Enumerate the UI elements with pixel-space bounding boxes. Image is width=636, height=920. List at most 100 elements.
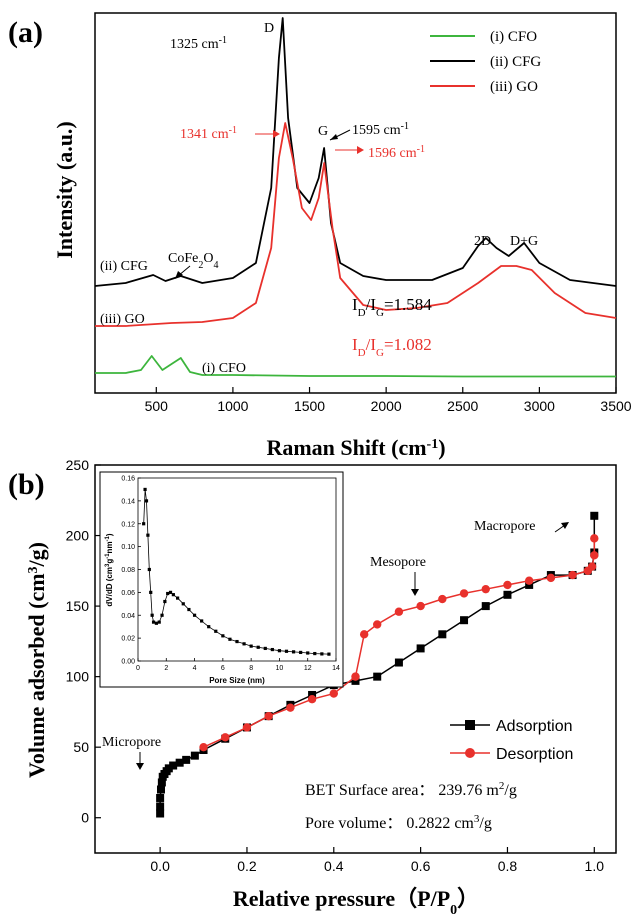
desorption-point	[459, 589, 469, 598]
panel-b-y-tick-label: 0	[81, 810, 89, 826]
inset-x-tick-label: 10	[276, 665, 284, 672]
desorption-point	[481, 584, 490, 594]
peak-1596-label: 1596 cm-1	[368, 144, 425, 162]
inset-point	[163, 599, 167, 604]
inset-point	[235, 639, 239, 644]
adsorption-point	[156, 793, 165, 802]
legend-label-adsorption: Adsorption	[496, 718, 573, 735]
inset-y-tick-label: 0.10	[121, 544, 135, 551]
series-line-go	[95, 122, 617, 327]
mesopore-label: Mesopore	[370, 555, 426, 570]
mesopore-arrowhead	[411, 589, 419, 596]
inset-point	[306, 651, 310, 655]
adsorption-point	[351, 676, 360, 685]
adsorption-point	[438, 630, 447, 639]
panel-a-x-tick-label: 1000	[217, 398, 248, 414]
panel-a-x-tick-label: 2500	[447, 398, 478, 414]
inset-x-tick-label: 4	[193, 665, 197, 672]
d-band-label: D	[264, 21, 274, 36]
inset-point	[168, 590, 173, 594]
panel-b-x-tick-label: 0.2	[237, 858, 257, 874]
adsorption-point	[164, 764, 173, 773]
desorption-point	[351, 672, 360, 681]
series-line-cfg	[94, 17, 617, 287]
desorption-point	[438, 594, 447, 604]
panel-a-x-tick-label: 500	[145, 398, 169, 414]
inset-x-tick-label: 12	[304, 665, 312, 672]
adsorption-point	[169, 761, 178, 770]
inset-x-tick-label: 14	[332, 665, 340, 672]
panel-a-y-axis-title: Intensity (a.u.)	[52, 121, 77, 259]
desorption-point	[359, 630, 369, 639]
dg-band-label: D+G	[510, 234, 538, 249]
peak-1341-label: 1341 cm-1	[180, 125, 237, 143]
inset-point	[143, 487, 147, 492]
inset-point	[144, 499, 149, 503]
desorption-point	[416, 601, 425, 611]
inset-y-tick-label: 0.06	[121, 590, 135, 597]
inset-point	[147, 567, 151, 572]
adsorption-point	[590, 511, 599, 520]
inset-ticks: 0 2 4 6 8 10 12 14 0.00 0.02 0.04 0.06 0.08 0.10 0.12 0…	[121, 476, 340, 673]
inset-point	[327, 652, 331, 656]
macropore-label: Macropore	[474, 519, 535, 534]
inset-x-tick-label: 6	[221, 665, 225, 672]
micropore-label: Micropore	[102, 735, 161, 750]
adsorption-point	[481, 602, 490, 611]
adsorption-point	[503, 590, 512, 599]
inset-point	[249, 644, 253, 648]
inset-x-tick-label: 2	[164, 665, 168, 672]
inset-point	[313, 651, 317, 656]
legend-label-desorption: Desorption	[496, 746, 573, 763]
legend-label-go: (iii) GO	[490, 79, 538, 95]
panel-a-legend: (i) CFO (ii) CFG (iii) GO	[430, 29, 541, 95]
peak-1325-label: 1325 cm-1	[170, 35, 227, 53]
inset-point	[176, 596, 180, 600]
inset-point	[160, 613, 164, 617]
legend-marker-desorption	[465, 748, 475, 758]
panel-b-series	[156, 511, 599, 818]
panel-b-plot-frame	[94, 464, 617, 854]
legend-label-cfg: (ii) CFG	[490, 54, 541, 70]
panel-a-series	[94, 17, 617, 378]
2d-band-label: 2D	[474, 234, 491, 249]
inset-y-tick-label: 0.12	[121, 521, 135, 528]
panel-b-y-tick-label: 200	[66, 528, 90, 544]
inset-point	[149, 590, 153, 594]
panel-a: (a) 500 1000 1500 2000 2500 3000 3500 Raman Sh…	[8, 12, 632, 460]
panel-a-x-axis-title: Raman Shift (cm-1)	[266, 435, 445, 460]
inset-y-tick-label: 0.16	[121, 476, 135, 483]
panel-b-x-tick-label: 0.0	[150, 858, 170, 874]
panel-b-y-tick-label: 150	[66, 598, 90, 614]
panel-a-x-tick-label: 3500	[600, 398, 631, 414]
inset-point	[320, 652, 324, 656]
inset-point	[200, 619, 204, 623]
desorption-point	[583, 566, 592, 576]
panel-b-x-tick-label: 1.0	[585, 858, 605, 874]
desorption-point	[221, 733, 230, 742]
peak-1341-arrowhead	[273, 130, 280, 138]
cofe2o4-arrowhead	[175, 271, 183, 279]
desorption-point	[307, 695, 317, 704]
inset-point	[154, 621, 158, 625]
adsorption-point	[525, 580, 534, 589]
cfo-side-label: (i) CFO	[202, 361, 246, 376]
desorption-point	[590, 551, 599, 560]
desorption-point	[394, 607, 404, 616]
inset-y-tick-label: 0.00	[121, 659, 135, 666]
peak-1595-arrowhead	[330, 134, 338, 140]
inset-point	[157, 620, 161, 624]
panel-b-y-tick-label: 250	[66, 457, 90, 473]
inset-point	[228, 637, 232, 641]
go-side-label: (iii) GO	[100, 312, 145, 327]
inset-series	[142, 487, 331, 656]
inset-y-tick-label: 0.08	[121, 567, 135, 574]
adsorption-point	[156, 802, 165, 811]
adsorption-point	[175, 758, 184, 767]
adsorption-point	[394, 658, 403, 667]
panel-b-x-tick-label: 0.8	[498, 858, 518, 874]
desorption-point	[242, 723, 252, 732]
inset-y-tick-label: 0.02	[121, 636, 135, 643]
